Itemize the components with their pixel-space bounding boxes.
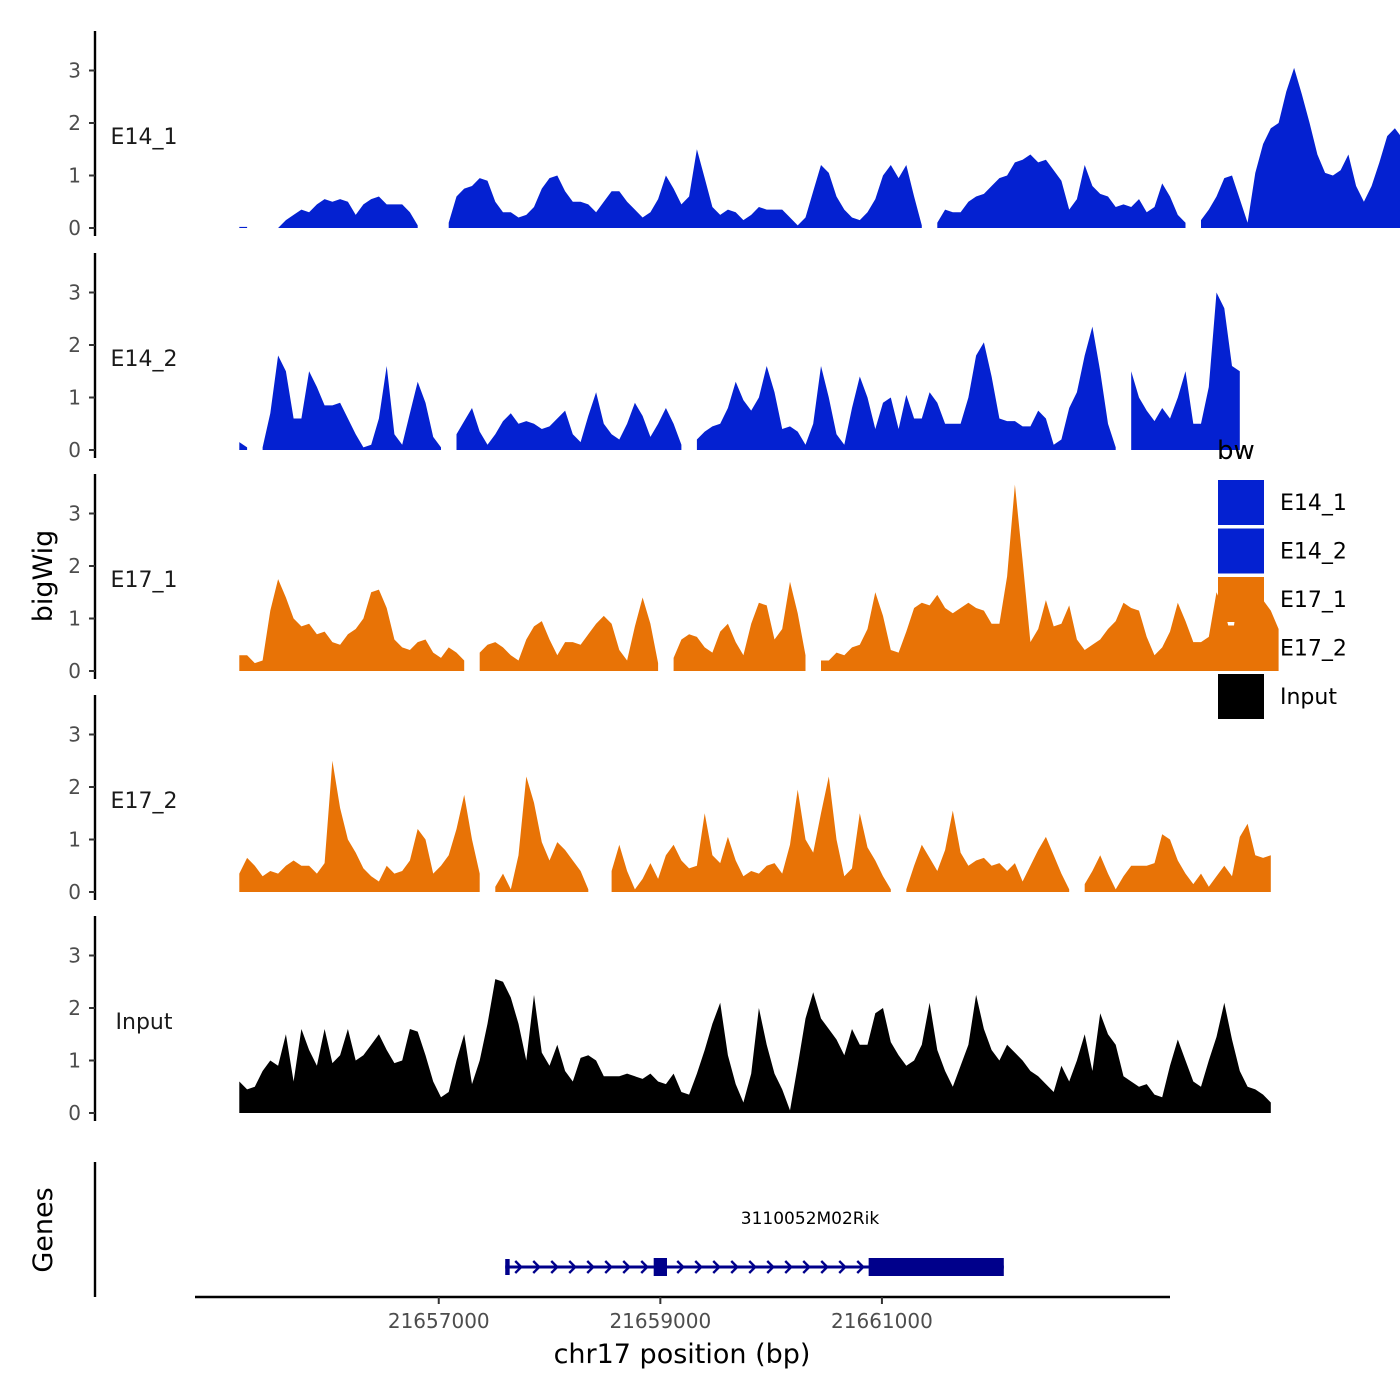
y-tick-label: 0 [68,880,81,904]
legend-key-E14_1 [1218,480,1264,525]
strand-arrow [514,1260,523,1274]
strand-arrow [604,1260,613,1274]
legend-key-Input [1218,674,1264,719]
legend: bw E14_1 E14_2 E17_1 E17_2 Input [1217,436,1347,719]
area-segment-E17_2 [495,776,589,892]
area-segment-E17_2 [239,760,480,892]
legend-label-E17_1: E17_1 [1280,588,1347,613]
y-axis-title: bigWig [28,530,59,623]
gene-track: Genes 3110052M02Rik [28,1162,1004,1297]
track-label-E14_2: E14_2 [111,347,178,372]
area-segment-E14_1 [448,149,922,228]
y-tick-label: 2 [68,111,81,135]
track-label-E17_1: E17_1 [111,568,178,593]
area-segment-E17_2 [611,776,891,892]
area-segment-E14_1 [278,196,418,228]
area-segment-E17_2 [1084,823,1271,892]
x-tick-label: 21659000 [609,1309,711,1333]
legend-label-E14_2: E14_2 [1280,540,1347,565]
y-tick-label: 0 [68,659,81,683]
legend-key-E17_1 [1218,577,1264,622]
strand-arrow [856,1260,865,1274]
y-tick-label: 0 [68,1101,81,1125]
strand-arrow [748,1260,757,1274]
y-tick-label: 1 [68,828,81,852]
strand-arrow [802,1260,811,1274]
y-tick-label: 1 [68,164,81,188]
y-tick-label: 1 [68,386,81,410]
track-E17_2: 0 1 2 3 E17_2 [68,695,1271,904]
x-axis: 21657000 21659000 21661000 chr17 position … [195,1295,1170,1370]
legend-key-E17_2 [1218,625,1264,671]
y-tick-label: 3 [68,502,81,526]
strand-arrow [838,1260,847,1274]
legend-key-E14_2 [1218,528,1264,574]
area-segment-E14_1 [937,154,1186,228]
strand-arrow [784,1260,793,1274]
area-segment-E14_1 [1201,67,1400,228]
strand-arrow [568,1260,577,1274]
y-tick-label: 2 [68,775,81,799]
track-label-E14_1: E14_1 [111,125,178,150]
area-segment-E14_2 [239,442,248,450]
strand-arrow [766,1260,775,1274]
strand-arrow [730,1260,739,1274]
x-ticks: 21657000 21659000 21661000 [388,1297,933,1333]
area-segment-E17_1 [479,597,659,671]
area-segment-E17_2 [906,810,1070,892]
area-segment-E14_1 [239,226,248,228]
strand-arrow [712,1260,721,1274]
y-tick-label: 3 [68,944,81,968]
legend-label-E14_1: E14_1 [1280,491,1347,516]
area-segment-E14_2 [456,392,682,450]
legend-items: E14_1 E14_2 E17_1 E17_2 Input [1218,480,1347,719]
strand-arrow [640,1260,649,1274]
strand-arrow [820,1260,829,1274]
y-tick-label: 3 [68,281,81,305]
y-tick-label: 2 [68,554,81,578]
legend-label-E17_2: E17_2 [1280,637,1347,662]
x-axis-title: chr17 position (bp) [554,1339,811,1370]
gene-name-label: 3110052M02Rik [741,1209,880,1229]
x-tick-label: 21661000 [831,1309,933,1333]
strand-arrow [622,1260,631,1274]
area-segment-E17_1 [821,484,1279,671]
y-tick-label: 0 [68,216,81,240]
area-segment-E17_1 [673,581,806,671]
legend-title: bw [1217,436,1255,466]
legend-label-Input: Input [1280,685,1337,710]
gene-exon [868,1258,1004,1276]
strand-arrow [676,1260,685,1274]
y-tick-label: 2 [68,996,81,1020]
gene-exon [505,1259,510,1275]
tracks-group: 0 1 2 3 E14_1 0 1 2 3 E14_2 0 1 2 3 E17_1 0 1 2 3 E17_2 0 1 2 3… [68,31,1400,1125]
y-tick-label: 2 [68,333,81,357]
track-E14_1: 0 1 2 3 E14_1 [68,31,1400,240]
track-E17_1: 0 1 2 3 E17_1 [68,474,1279,683]
y-tick-label: 0 [68,438,81,462]
area-segment-E14_2 [1131,292,1240,450]
track-label-E17_2: E17_2 [111,789,178,814]
gene-model [505,1258,1004,1276]
gene-exon [653,1258,667,1276]
strand-arrow [694,1260,703,1274]
x-tick-label: 21657000 [388,1309,490,1333]
gene-track-title: Genes [28,1187,59,1272]
strand-arrow [532,1260,541,1274]
area-segment-E14_2 [696,326,1116,450]
strand-arrow [550,1260,559,1274]
area-segment-Input [239,979,1271,1113]
track-Input: 0 1 2 3 Input [68,916,1271,1125]
track-E14_2: 0 1 2 3 E14_2 [68,253,1240,462]
area-segment-E14_2 [262,355,441,450]
track-label-Input: Input [116,1010,173,1035]
y-tick-label: 1 [68,1049,81,1073]
y-tick-label: 3 [68,723,81,747]
strand-arrow [586,1260,595,1274]
area-segment-E17_1 [239,579,465,671]
y-tick-label: 3 [68,59,81,83]
y-tick-label: 1 [68,607,81,631]
